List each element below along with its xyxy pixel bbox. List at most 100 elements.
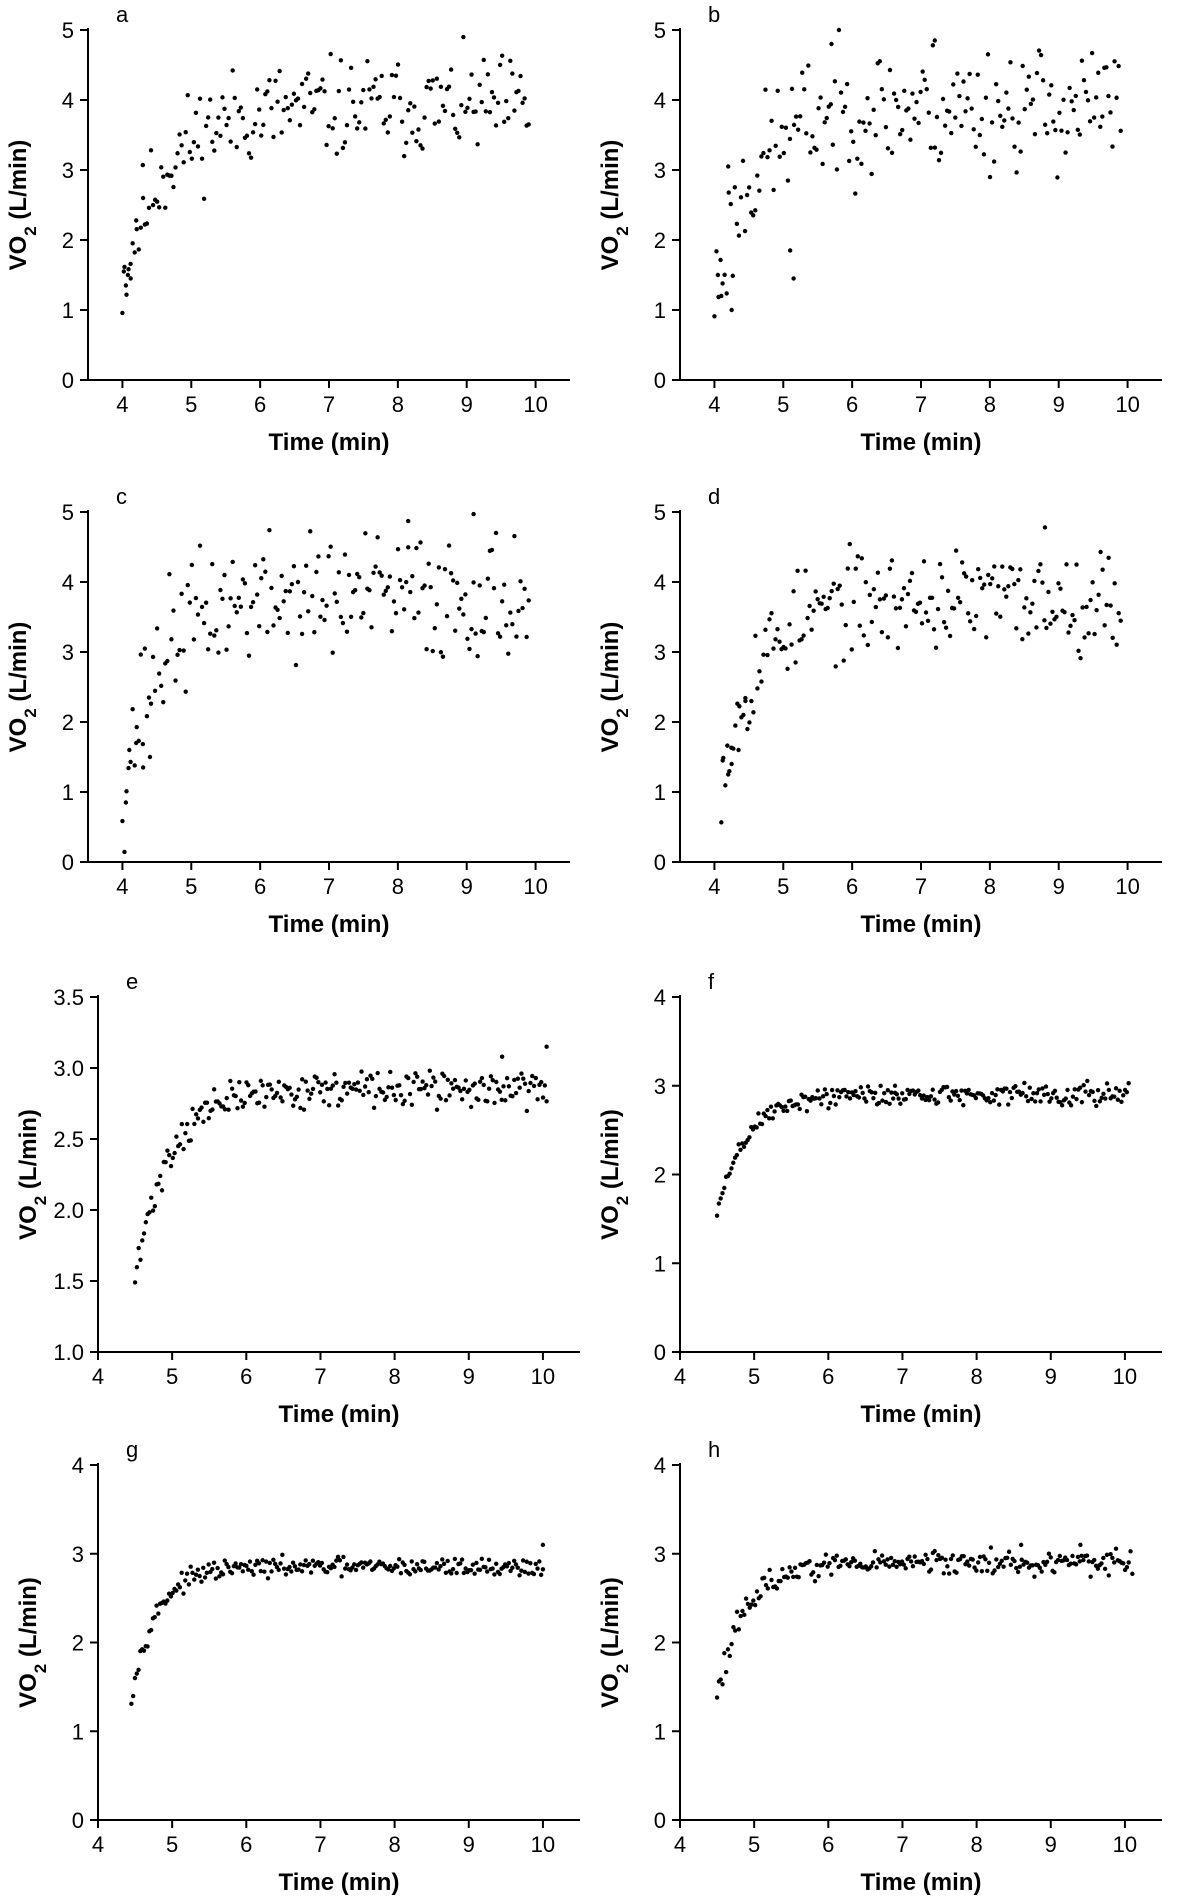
data-point [863, 580, 869, 585]
data-point [865, 1084, 871, 1089]
data-point [247, 1559, 253, 1564]
data-point [492, 1100, 497, 1106]
data-point [1092, 1098, 1097, 1104]
data-point [254, 87, 260, 92]
data-point [461, 612, 466, 617]
data-point [1086, 631, 1091, 636]
data-point [853, 191, 858, 196]
data-point [867, 592, 873, 598]
data-point [921, 1093, 926, 1098]
data-point [1020, 1090, 1025, 1096]
data-point [474, 1560, 479, 1566]
data-point [399, 585, 405, 590]
data-point [781, 150, 787, 156]
data-point [271, 623, 276, 628]
data-point [214, 628, 219, 633]
data-point [754, 1125, 759, 1130]
data-point [296, 1087, 301, 1092]
data-point [808, 150, 813, 155]
data-point [422, 1559, 427, 1565]
data-point [1098, 124, 1103, 129]
data-point [722, 1185, 727, 1191]
data-point [838, 90, 844, 95]
data-point [928, 145, 934, 150]
data-point [307, 1096, 312, 1102]
data-point [429, 1083, 434, 1089]
data-point [512, 1077, 517, 1083]
data-point [319, 1082, 325, 1087]
data-point [736, 1627, 742, 1632]
data-point [945, 1564, 950, 1569]
data-point [783, 1104, 788, 1109]
data-point [1070, 1553, 1075, 1559]
x-tick-label: 8 [970, 1832, 982, 1857]
data-point [1015, 1569, 1021, 1575]
data-point [214, 130, 219, 136]
data-point [393, 1097, 398, 1103]
y-tick-label: 4 [62, 570, 74, 595]
x-tick-label: 8 [388, 1364, 400, 1389]
data-point [140, 195, 146, 201]
data-point [518, 73, 523, 79]
data-point [993, 1092, 998, 1098]
data-point [269, 585, 274, 591]
data-point [408, 589, 413, 595]
data-point [339, 1098, 344, 1103]
data-point [719, 820, 724, 825]
data-point [205, 115, 211, 120]
x-tick-label: 10 [523, 392, 547, 417]
data-point [123, 800, 129, 805]
data-point [148, 1627, 154, 1633]
data-point [287, 1564, 292, 1570]
data-point [1014, 1565, 1019, 1571]
data-point [938, 150, 944, 156]
data-point [179, 591, 184, 596]
data-point [789, 642, 794, 647]
data-point [714, 1695, 720, 1700]
data-point [481, 1082, 486, 1088]
data-point [816, 1573, 821, 1579]
data-point [273, 78, 278, 83]
x-tick-label: 9 [1053, 392, 1065, 417]
y-tick-label: 1.0 [53, 1340, 84, 1365]
y-tick-label: 2 [654, 1631, 666, 1656]
data-point [261, 557, 266, 562]
data-point [391, 599, 397, 604]
data-point [955, 1093, 961, 1098]
data-point [964, 1091, 970, 1096]
data-point [1082, 635, 1087, 640]
data-point [1022, 106, 1027, 112]
data-point [1081, 1557, 1086, 1563]
data-point [889, 150, 895, 155]
data-point [540, 1567, 546, 1572]
data-point [892, 1558, 897, 1564]
data-point [389, 72, 395, 78]
data-point [861, 633, 866, 638]
data-point [753, 208, 758, 213]
data-point [1055, 175, 1060, 180]
data-point [1048, 621, 1053, 626]
data-point [438, 650, 444, 655]
data-point [461, 1570, 467, 1576]
x-tick-label: 6 [254, 874, 266, 899]
data-point [831, 1093, 837, 1099]
x-tick-label: 5 [185, 874, 197, 899]
series-points [712, 27, 1123, 319]
data-point [350, 1565, 355, 1570]
data-point [414, 138, 419, 144]
data-point [1006, 106, 1011, 111]
data-point [1110, 635, 1115, 640]
data-point [205, 647, 211, 652]
data-point [308, 529, 313, 534]
data-point [456, 1085, 461, 1090]
data-point [443, 1098, 449, 1103]
data-point [330, 1083, 335, 1088]
data-point [350, 1086, 355, 1092]
data-point [163, 1159, 168, 1165]
data-point [754, 1589, 760, 1594]
data-point [254, 592, 260, 597]
data-point [843, 1557, 849, 1562]
data-point [499, 1097, 504, 1103]
data-point [1057, 1553, 1063, 1559]
